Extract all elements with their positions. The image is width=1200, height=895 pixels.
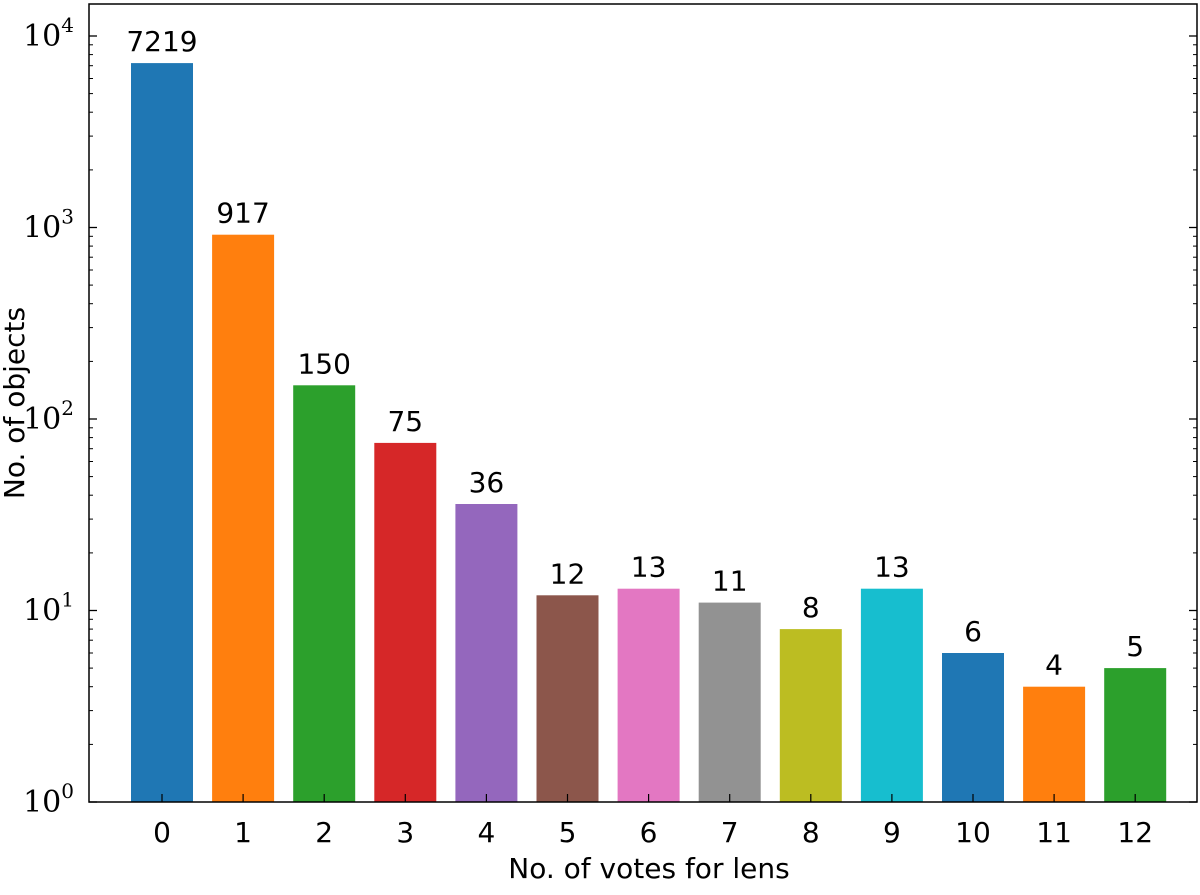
bar-7 xyxy=(698,602,761,802)
data-label-10: 6 xyxy=(964,615,982,648)
data-label-1: 917 xyxy=(216,197,269,230)
y-tick-label: 101 xyxy=(23,588,74,629)
y-tick-label: 100 xyxy=(23,779,74,820)
y-tick-label: 104 xyxy=(23,13,74,54)
data-label-4: 36 xyxy=(469,466,505,499)
data-label-11: 4 xyxy=(1045,649,1063,682)
y-tick-base: 10 xyxy=(23,785,61,820)
y-axis-label: No. of objects xyxy=(0,307,31,499)
x-tick-label-12: 12 xyxy=(1117,816,1153,849)
data-label-8: 8 xyxy=(802,591,820,624)
y-tick-exponent: 3 xyxy=(61,205,74,229)
bar-2 xyxy=(293,385,356,802)
y-tick-base: 10 xyxy=(23,19,61,54)
y-tick-label: 103 xyxy=(23,205,74,246)
y-tick-base: 10 xyxy=(23,402,61,437)
x-tick-label-5: 5 xyxy=(559,816,577,849)
data-labels-layer: 7219 917 150 75 36 12 13 11 8 13 6 4 5 xyxy=(126,25,1144,682)
x-tick-label-1: 1 xyxy=(234,816,252,849)
x-tick-label-6: 6 xyxy=(640,816,658,849)
bar-10 xyxy=(942,653,1004,802)
x-tick-label-11: 11 xyxy=(1036,816,1072,849)
x-tick-label-4: 4 xyxy=(477,816,495,849)
x-tick-label-3: 3 xyxy=(396,816,414,849)
y-tick-exponent: 4 xyxy=(61,13,74,37)
x-tick-label-9: 9 xyxy=(883,816,901,849)
bar-9 xyxy=(860,588,923,802)
bar-1 xyxy=(212,234,275,802)
bar-5 xyxy=(536,595,599,802)
x-tick-label-2: 2 xyxy=(315,816,333,849)
bar-0 xyxy=(131,63,193,803)
data-label-9: 13 xyxy=(874,551,910,584)
y-tick-label: 102 xyxy=(23,396,74,437)
data-label-7: 11 xyxy=(712,565,748,598)
bar-3 xyxy=(374,442,437,802)
bar-4 xyxy=(455,504,518,802)
x-ticks-layer: 0 1 2 3 4 5 6 7 8 9 10 11 12 xyxy=(153,794,1153,849)
y-tick-exponent: 2 xyxy=(61,396,74,420)
bar-11 xyxy=(1023,686,1086,802)
bars-layer xyxy=(131,63,1167,803)
data-label-0: 7219 xyxy=(126,25,197,58)
data-label-3: 75 xyxy=(387,405,423,438)
x-tick-label-7: 7 xyxy=(721,816,739,849)
data-label-2: 150 xyxy=(297,347,350,380)
x-tick-label-8: 8 xyxy=(802,816,820,849)
data-label-5: 12 xyxy=(550,557,586,590)
data-label-12: 5 xyxy=(1126,630,1144,663)
y-tick-base: 10 xyxy=(23,594,61,629)
x-tick-label-0: 0 xyxy=(153,816,171,849)
y-tick-exponent: 0 xyxy=(61,779,74,803)
bar-8 xyxy=(779,629,842,802)
x-tick-label-10: 10 xyxy=(955,816,991,849)
y-tick-exponent: 1 xyxy=(61,588,74,612)
bar-12 xyxy=(1104,668,1167,802)
data-label-6: 13 xyxy=(631,551,667,584)
x-axis-label: No. of votes for lens xyxy=(508,852,789,885)
plot-frame xyxy=(88,3,1198,803)
y-tick-base: 10 xyxy=(23,211,61,246)
bar-6 xyxy=(617,588,680,802)
